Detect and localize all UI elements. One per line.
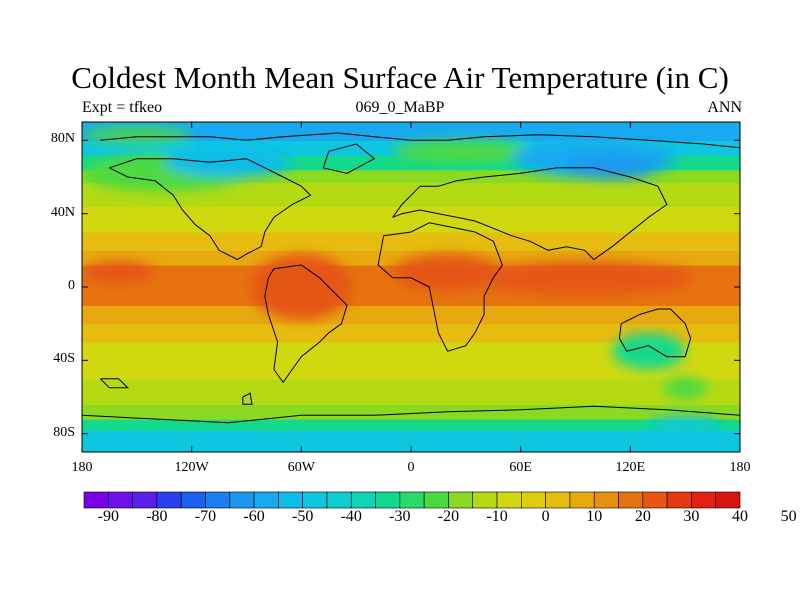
colorbar-label: -20 xyxy=(437,508,460,525)
colorbar-label: 50 xyxy=(780,508,797,525)
coastline xyxy=(99,378,129,389)
colorbar-label: 0 xyxy=(541,508,550,525)
temperature-anomaly-patch xyxy=(474,261,695,295)
colorbar-label: -60 xyxy=(243,508,265,525)
lat-label: 80S xyxy=(53,424,75,440)
lon-label: 120E xyxy=(615,460,646,475)
coastline xyxy=(242,392,253,405)
colorbar-swatch xyxy=(496,491,522,509)
temperature-anomaly-patch xyxy=(663,376,708,399)
temperature-field xyxy=(82,122,740,452)
colorbar-swatch xyxy=(156,491,182,509)
colorbar-label: -10 xyxy=(486,508,508,525)
temperature-anomaly-patch xyxy=(250,254,353,320)
colorbar-swatch xyxy=(618,491,644,509)
coastline xyxy=(322,143,376,174)
temperature-anomaly-patch xyxy=(164,147,293,177)
temperature-anomaly-patch xyxy=(392,140,539,163)
colorbar-label: -80 xyxy=(146,508,168,525)
coastline xyxy=(109,158,312,261)
colorbar-label: 10 xyxy=(586,508,603,525)
lon-label: 60W xyxy=(287,460,315,475)
temperature-anomaly-patch xyxy=(82,261,156,284)
lat-label: 40N xyxy=(50,204,75,220)
map-title: Coldest Month Mean Surface Air Temperatu… xyxy=(71,60,729,95)
colorbar-swatch xyxy=(132,491,158,509)
colorbar-label: -70 xyxy=(194,508,217,525)
colorbar-swatch xyxy=(302,491,328,509)
colorbar-swatch xyxy=(399,491,425,509)
colorbar-swatch xyxy=(326,491,352,509)
colorbar-label: 30 xyxy=(683,508,700,525)
temperature-anomaly-patch xyxy=(82,127,192,143)
coastline xyxy=(82,405,740,424)
lat-label: 40S xyxy=(53,351,75,367)
colorbar-label: 40 xyxy=(732,508,748,525)
colorbar-swatch xyxy=(448,491,474,509)
axis-ticks xyxy=(81,122,741,452)
lat-label: 80N xyxy=(50,131,75,147)
coastline xyxy=(377,222,503,352)
coastline xyxy=(392,167,668,261)
colorbar-swatch xyxy=(350,491,376,509)
coastline xyxy=(100,132,740,149)
colorbar-label: 20 xyxy=(634,508,651,525)
colorbar-label: -50 xyxy=(291,508,314,525)
colorbar-swatch xyxy=(472,491,498,509)
lon-label: 120W xyxy=(174,460,209,475)
colorbar-swatch xyxy=(569,491,595,509)
lat-label: 0 xyxy=(68,278,75,293)
colorbar-swatch xyxy=(253,491,279,509)
colorbar-swatch xyxy=(642,491,668,509)
colorbar-swatch xyxy=(715,491,741,509)
colorbar-swatch xyxy=(423,491,449,509)
temperature-anomaly-patch xyxy=(612,332,686,370)
temperature-anomaly-patch xyxy=(648,417,722,432)
coastlines xyxy=(82,132,740,424)
colorbar-swatch xyxy=(107,491,133,509)
colorbar-swatch xyxy=(521,491,546,509)
season-label: ANN xyxy=(707,99,742,116)
experiment-label: Expt = tfkeo xyxy=(82,99,163,116)
lon-label: 0 xyxy=(407,460,415,475)
colorbar-label: -30 xyxy=(389,508,411,525)
coastline xyxy=(618,308,692,358)
colorbar-swatch xyxy=(205,491,231,509)
colorbar-swatch xyxy=(180,491,206,509)
lon-label: 60E xyxy=(509,460,532,475)
colorbar-label: -90 xyxy=(97,508,119,525)
colorbar-swatch xyxy=(593,491,619,509)
colorbar xyxy=(83,491,741,509)
colorbar-swatch xyxy=(691,491,717,509)
temperature-anomaly-patch xyxy=(566,156,658,179)
temperature-anomaly-patch xyxy=(392,254,503,291)
colorbar-label: -40 xyxy=(340,508,362,525)
lon-label: 180 xyxy=(729,460,751,475)
colorbar-swatch xyxy=(278,491,303,509)
colorbar-swatch xyxy=(229,491,255,509)
colorbar-swatch xyxy=(666,491,692,509)
colorbar-swatch xyxy=(83,491,109,509)
coastline xyxy=(264,264,348,384)
lon-label: 180 xyxy=(71,460,93,475)
temperature-band xyxy=(82,430,740,452)
colorbar-swatch xyxy=(375,491,401,509)
colorbar-swatch xyxy=(545,491,571,509)
period-label: 069_0_MaBP xyxy=(355,99,445,116)
